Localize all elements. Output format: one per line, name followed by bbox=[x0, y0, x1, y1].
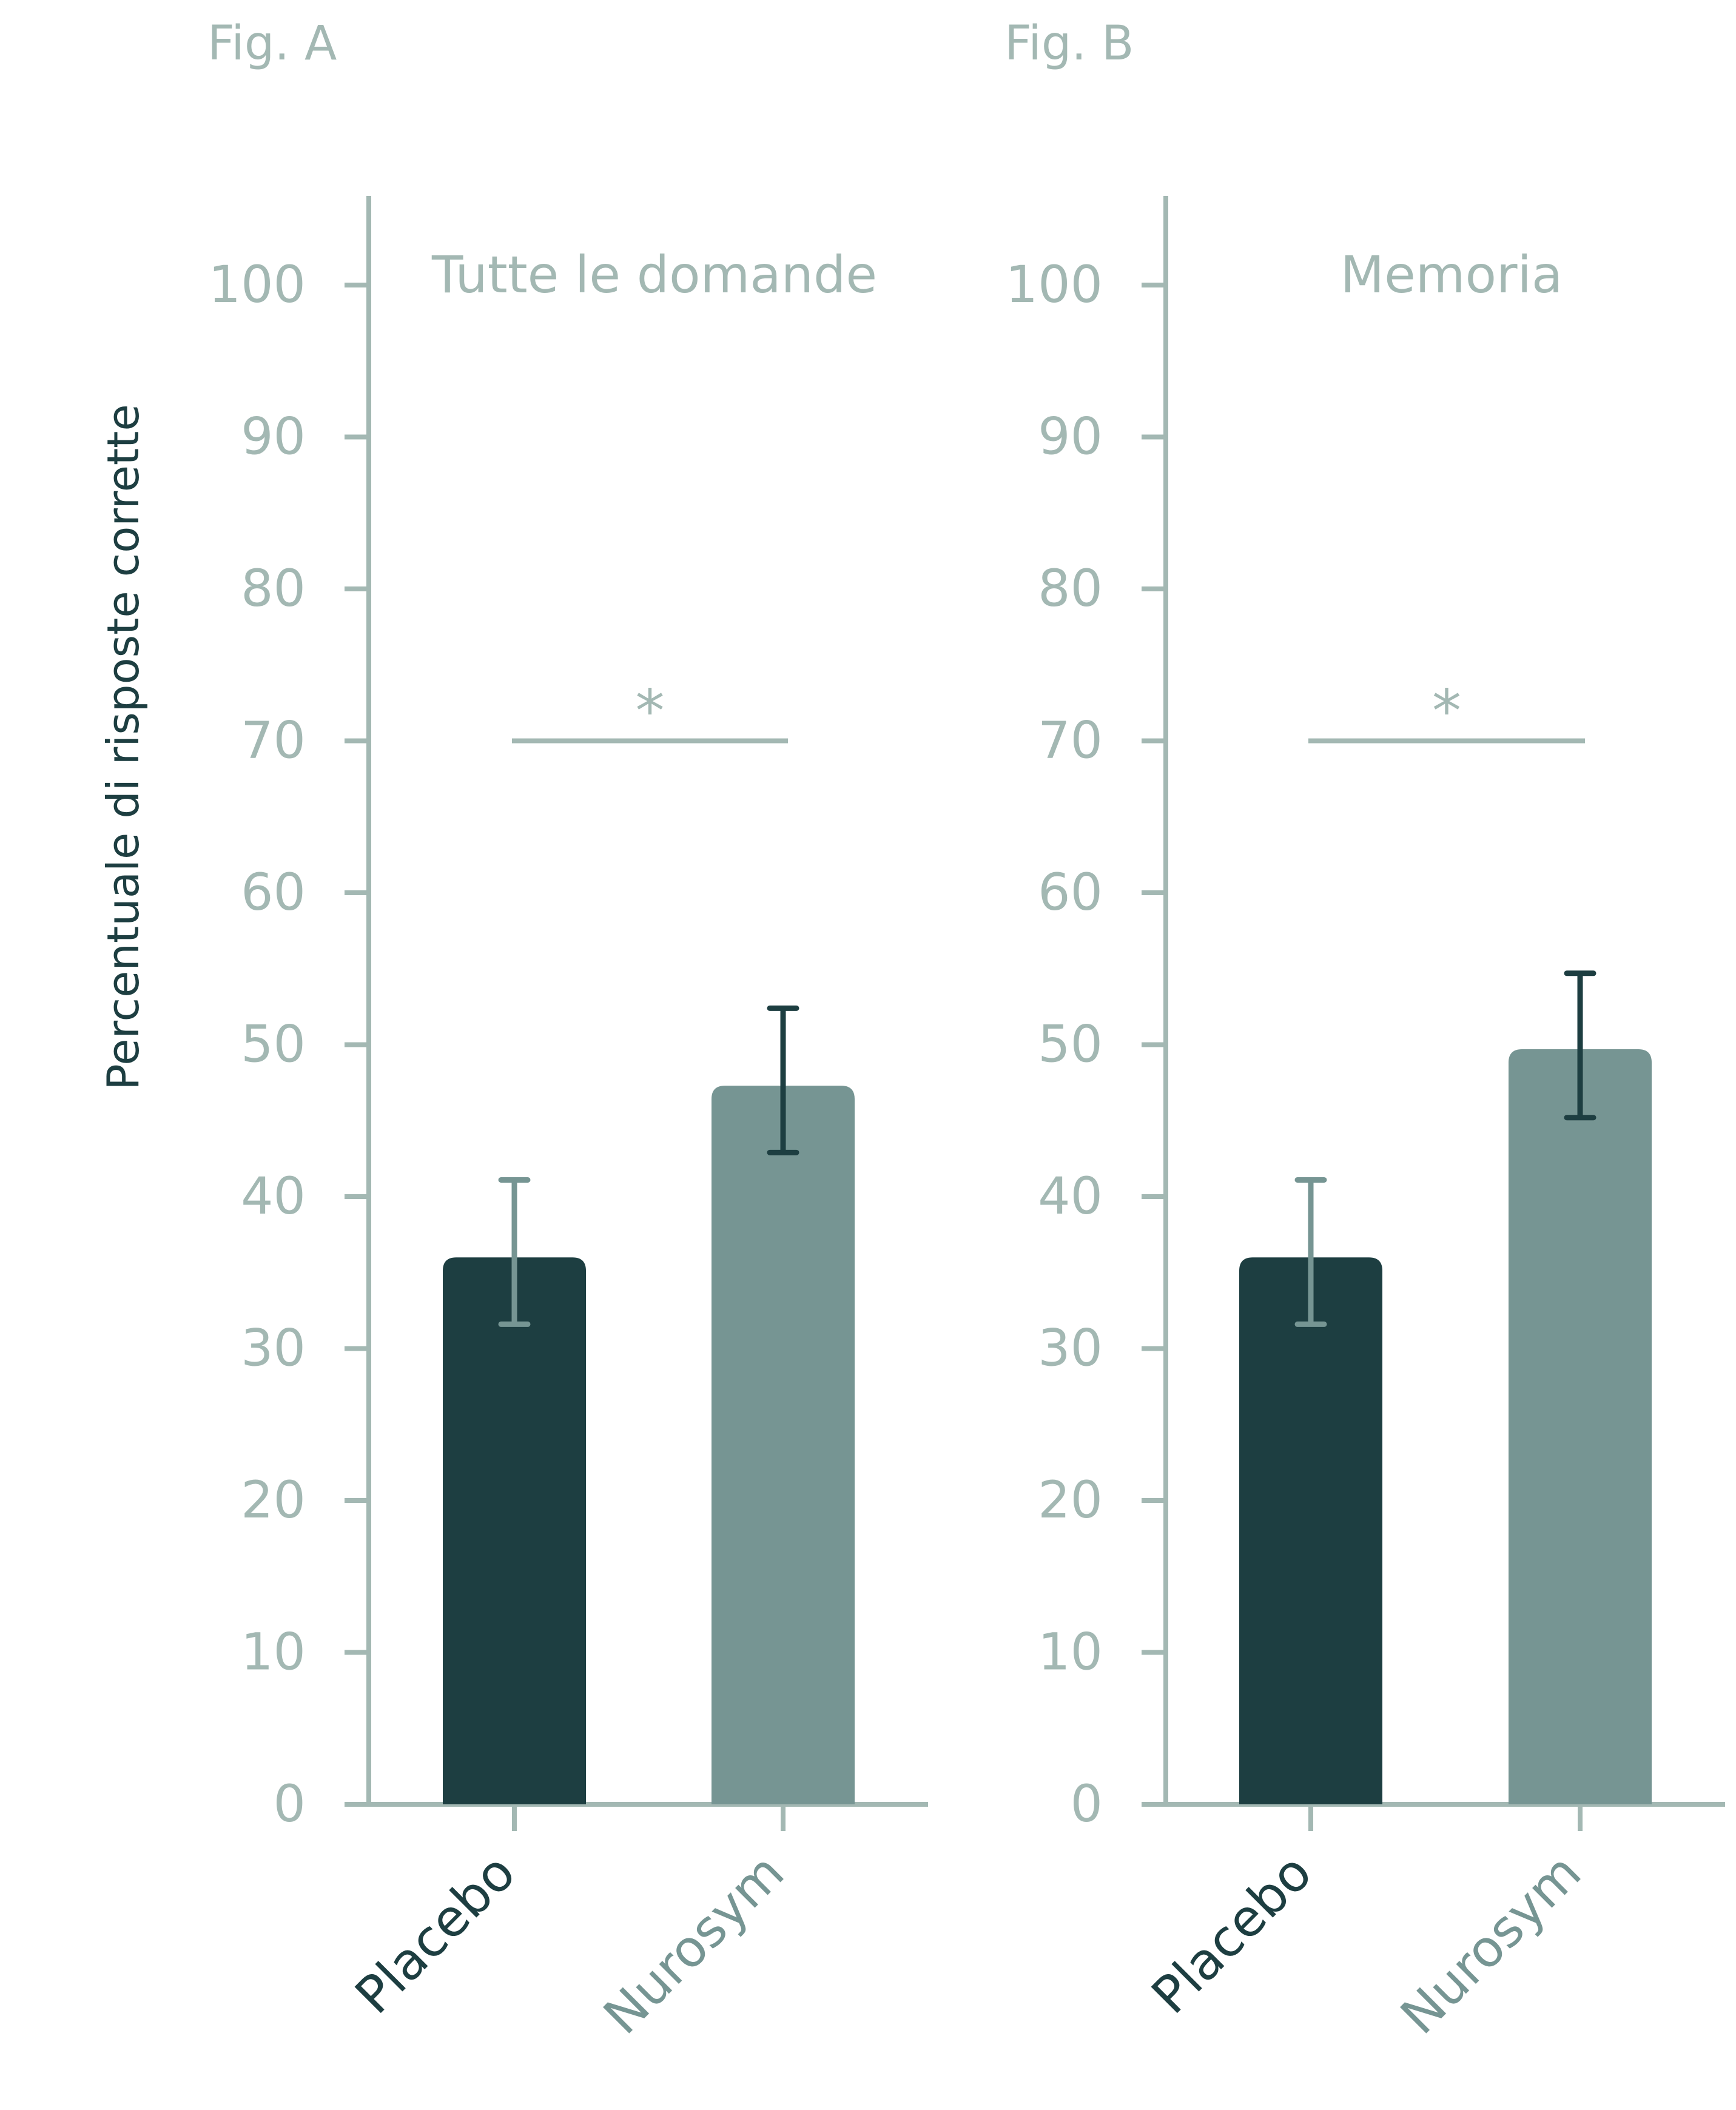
y-tick-label-b-70: 70 bbox=[1038, 711, 1103, 770]
y-tick-label-a-10: 10 bbox=[241, 1622, 306, 1682]
y-tick-label-b-30: 30 bbox=[1038, 1319, 1103, 1378]
y-tick-label-a-100: 100 bbox=[209, 255, 306, 314]
y-tick-label-a-20: 20 bbox=[241, 1470, 306, 1530]
y-tick-label-b-90: 90 bbox=[1038, 407, 1103, 466]
y-tick-label-a-80: 80 bbox=[241, 559, 306, 618]
significance-marker-b: * bbox=[1432, 677, 1461, 745]
y-tick-label-a-30: 30 bbox=[241, 1319, 306, 1378]
y-tick-label-b-0: 0 bbox=[1071, 1774, 1103, 1833]
x-tick-label-a-nurosym: Nurosym bbox=[592, 1843, 795, 2046]
bar-a-nurosym bbox=[712, 1086, 855, 1804]
bar-b-nurosym bbox=[1509, 1049, 1652, 1804]
panel-title-a: Tutte le domande bbox=[431, 245, 877, 304]
y-axis-label: Percentuale di risposte corrette bbox=[98, 404, 149, 1090]
figure-label-b: Fig. B bbox=[1004, 16, 1134, 71]
y-tick-label-a-70: 70 bbox=[241, 711, 306, 770]
y-tick-label-a-90: 90 bbox=[241, 407, 306, 466]
bar-a-placebo bbox=[443, 1257, 586, 1804]
figure-label-a: Fig. A bbox=[207, 16, 337, 71]
y-tick-label-b-80: 80 bbox=[1038, 559, 1103, 618]
x-tick-label-a-placebo: Placebo bbox=[344, 1843, 527, 2025]
bar-b-placebo bbox=[1239, 1257, 1382, 1804]
significance-marker-a: * bbox=[636, 677, 665, 745]
y-tick-label-b-40: 40 bbox=[1038, 1166, 1103, 1226]
y-tick-label-b-20: 20 bbox=[1038, 1470, 1103, 1530]
y-tick-label-a-50: 50 bbox=[241, 1015, 306, 1074]
y-tick-label-b-10: 10 bbox=[1038, 1622, 1103, 1682]
y-tick-label-b-100: 100 bbox=[1006, 255, 1103, 314]
x-tick-label-b-nurosym: Nurosym bbox=[1389, 1843, 1592, 2046]
y-tick-label-b-50: 50 bbox=[1038, 1015, 1103, 1074]
y-tick-label-a-60: 60 bbox=[241, 862, 306, 922]
x-tick-label-b-placebo: Placebo bbox=[1140, 1843, 1323, 2025]
y-tick-label-b-60: 60 bbox=[1038, 862, 1103, 922]
y-tick-label-a-40: 40 bbox=[241, 1166, 306, 1226]
panel-title-b: Memoria bbox=[1341, 245, 1563, 304]
y-tick-label-a-0: 0 bbox=[274, 1774, 306, 1833]
